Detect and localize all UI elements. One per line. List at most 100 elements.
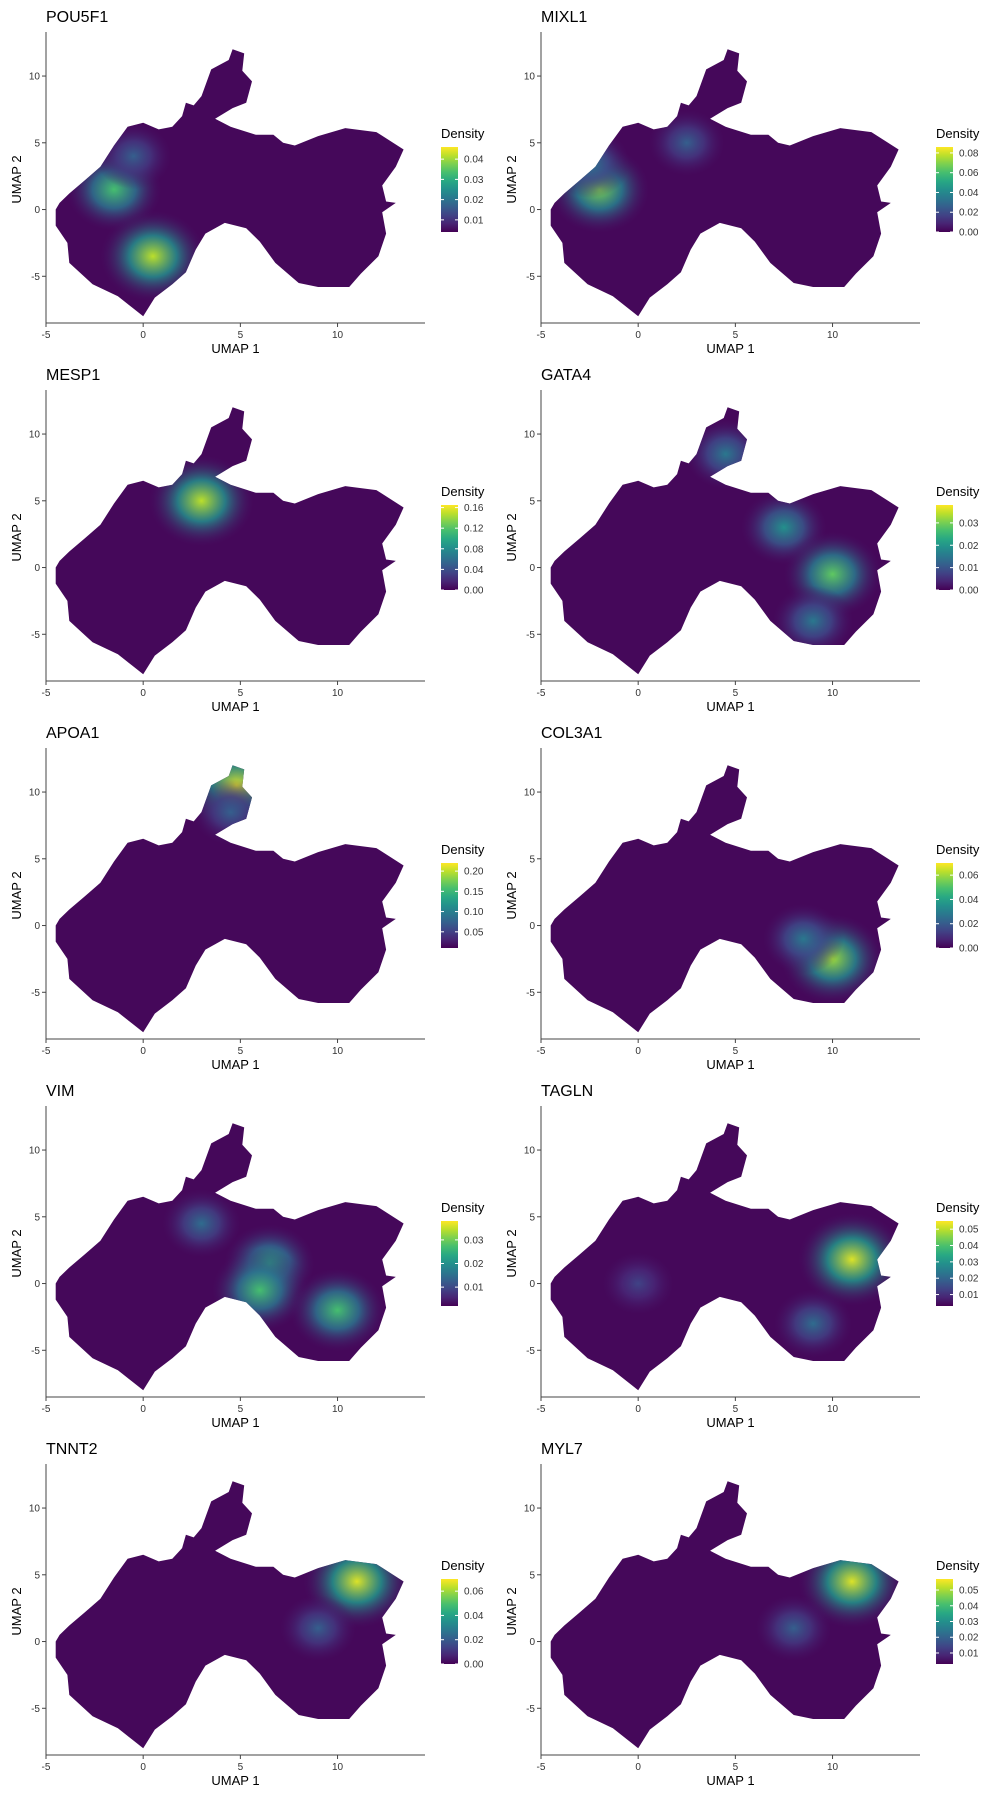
y-tick-label: 5 [529,1212,535,1223]
x-axis-label: UMAP 1 [706,1773,754,1788]
y-tick-label: 0 [529,563,535,574]
legend-tick-label: 0.01 [464,1283,484,1294]
x-tick-label: 0 [140,1046,146,1057]
x-tick-label: 10 [827,1762,839,1773]
umap-silhouette [55,407,404,675]
y-tick-label: 0 [34,563,40,574]
density-plot-col3a1: COL3A1 -5 0 5 10 10 5 0 -5 UMAP 1 UMAP 2 Density 0.0… [495,716,995,1074]
x-tick-label: 5 [733,1762,739,1773]
legend-tick-label: 0.00 [464,1660,484,1671]
x-tick-label: 0 [635,1762,641,1773]
x-tick-label: 10 [827,330,839,341]
density-hotspot [550,127,631,199]
x-tick-label: 5 [733,1046,739,1057]
legend-tick-label: 0.04 [464,155,484,166]
density-hotspot [95,123,172,190]
legend-tick-label: 0.05 [464,927,484,938]
x-axis-label: UMAP 1 [211,1773,259,1788]
y-tick-label: -5 [526,630,535,641]
y-axis-label: UMAP 2 [9,1587,24,1635]
y-tick-label: 5 [529,1570,535,1581]
y-tick-label: 5 [529,854,535,865]
x-tick-label: 0 [140,330,146,341]
umap-silhouette [550,1481,899,1749]
legend-title: Density [441,1200,485,1215]
legend-tick-label: 0.02 [959,919,979,930]
legend-tick-label: 0.04 [959,895,979,906]
legend-tick-label: 0.06 [464,1587,484,1598]
y-tick-label: -5 [526,1346,535,1357]
y-tick-label: 0 [529,921,535,932]
legend-tick-label: 0.00 [959,586,979,597]
x-tick-label: 0 [635,330,641,341]
y-tick-label: 10 [29,72,41,83]
x-tick-label: -5 [537,688,546,699]
density-plot-mesp1: MESP1 -5 0 5 10 10 5 0 -5 UMAP 1 UMAP 2 Density 0.16… [0,358,500,716]
plot-title: TNNT2 [46,1441,98,1458]
y-tick-label: -5 [526,1704,535,1715]
x-tick-label: 5 [238,688,244,699]
y-axis-label: UMAP 2 [504,1229,519,1277]
legend-colorbar [441,505,458,590]
y-tick-label: 10 [524,788,536,799]
legend-title: Density [441,842,485,857]
x-axis-label: UMAP 1 [706,1057,754,1072]
density-hotspot [280,1595,357,1662]
legend-tick-label: 0.02 [464,195,484,206]
legend-tick-label: 0.02 [464,1635,484,1646]
legend-tick-label: 0.04 [959,188,979,199]
plot-title: TAGLN [541,1083,593,1100]
y-tick-label: 5 [529,138,535,149]
y-tick-label: 5 [34,496,40,507]
x-tick-label: 0 [140,1762,146,1773]
density-plot-pou5f1: POU5F1 -5 0 5 10 10 5 0 -5 UMAP 1 UMAP 2 Density 0.0… [0,0,500,358]
y-axis-label: UMAP 2 [9,871,24,919]
legend-tick-label: 0.04 [464,1611,484,1622]
density-hotspot [762,903,844,975]
x-tick-label: 10 [827,1046,839,1057]
density-hotspot [772,585,854,657]
legend-tick-label: 0.00 [959,228,979,239]
legend-tick-label: 0.04 [464,565,484,576]
density-plot-apoa1: APOA1 -5 0 5 10 10 5 0 -5 UMAP 1 UMAP 2 Density 0.20… [0,716,500,1074]
y-tick-label: 0 [34,1637,40,1648]
x-tick-label: 0 [635,688,641,699]
y-tick-label: -5 [31,272,40,283]
y-tick-label: 10 [524,430,536,441]
density-hotspot [100,210,206,303]
legend-title: Density [441,484,485,499]
plot-title: VIM [46,1083,74,1100]
x-tick-label: 10 [332,1404,344,1415]
y-axis-label: UMAP 2 [504,871,519,919]
x-axis-label: UMAP 1 [706,1415,754,1430]
legend-tick-label: 0.02 [464,1259,484,1270]
legend-title: Density [441,126,485,141]
legend-tick-label: 0.02 [959,1274,979,1285]
y-tick-label: 5 [529,496,535,507]
legend-tick-label: 0.08 [464,544,484,555]
y-tick-label: -5 [526,272,535,283]
plot-svg: COL3A1 -5 0 5 10 10 5 0 -5 UMAP 1 UMAP 2 Density 0.0… [504,725,980,1072]
y-tick-label: 5 [34,1570,40,1581]
hotspot-layer [182,765,291,846]
legend-title: Density [936,126,980,141]
hotspot-layer [148,454,255,547]
density-plot-gata4: GATA4 -5 0 5 10 10 5 0 -5 UMAP 1 UMAP 2 Density 0.03… [495,358,995,716]
y-tick-label: 10 [29,788,41,799]
plot-svg: APOA1 -5 0 5 10 10 5 0 -5 UMAP 1 UMAP 2 Density 0.20… [9,725,485,1072]
plot-title: MIXL1 [541,9,587,26]
umap-silhouette [55,765,404,1033]
legend-tick-label: 0.03 [959,1257,979,1268]
density-hotspot [797,1212,899,1307]
density-hotspot [162,1189,241,1258]
y-axis-label: UMAP 2 [9,1229,24,1277]
legend-tick-label: 0.01 [959,563,979,574]
x-tick-label: -5 [537,330,546,341]
density-plot-vim: VIM -5 0 5 10 10 5 0 -5 UMAP 1 UMAP 2 Density 0.03 0.… [0,1074,500,1432]
y-tick-label: 0 [529,1279,535,1290]
y-tick-label: 10 [524,72,536,83]
y-axis-label: UMAP 2 [504,155,519,203]
y-tick-label: 0 [529,205,535,216]
legend-tick-label: 0.00 [959,944,979,955]
density-hotspot [773,1289,853,1358]
